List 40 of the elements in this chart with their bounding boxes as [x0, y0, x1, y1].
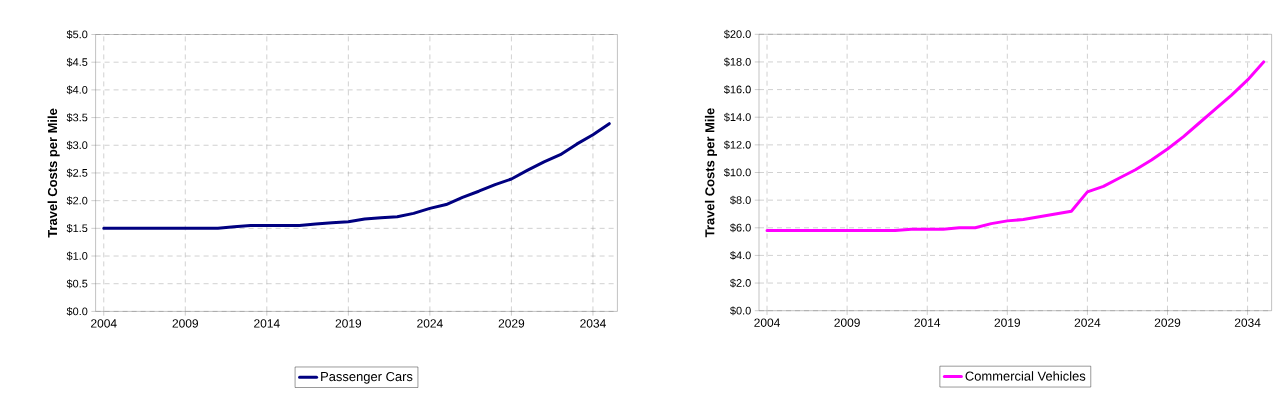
- y-tick-label: $2.5: [66, 168, 88, 178]
- y-tick-label: $4.0: [66, 85, 88, 95]
- y-tick-label: $14.0: [723, 112, 751, 122]
- x-tick-label: 2034: [1234, 318, 1261, 327]
- y-tick-label: $20.0: [723, 29, 751, 39]
- y-tick-label: $0.0: [730, 306, 751, 316]
- y-tick-label: $3.5: [66, 113, 88, 123]
- x-tick-label: 2014: [914, 318, 941, 327]
- x-tick-label: 2014: [254, 319, 280, 328]
- y-tick-label: $4.0: [730, 250, 751, 260]
- x-tick-label: 2034: [580, 319, 606, 328]
- x-tick-label: 2024: [1074, 318, 1101, 327]
- y-tick-label: $2.0: [66, 196, 88, 206]
- y-tick-label: $3.0: [66, 140, 88, 150]
- x-tick-label: 2029: [498, 319, 525, 328]
- x-tick-label: 2004: [91, 319, 117, 328]
- x-tick-label: 2009: [834, 318, 860, 327]
- legend-label: Passenger Cars: [321, 371, 413, 384]
- y-tick-label: $16.0: [723, 85, 751, 95]
- y-tick-label: $0.5: [66, 279, 88, 289]
- y-tick-label: $2.0: [730, 278, 751, 288]
- y-tick-label: $18.0: [723, 57, 751, 67]
- y-axis-title: Travel Costs per Mile: [704, 108, 717, 238]
- y-tick-label: $1.5: [66, 223, 88, 233]
- y-tick-label: $1.0: [66, 251, 88, 261]
- legend-label: Commercial Vehicles: [965, 371, 1086, 381]
- x-tick-label: 2004: [754, 318, 780, 327]
- y-tick-label: $12.0: [723, 140, 751, 150]
- y-tick-label: $10.0: [723, 168, 751, 177]
- x-tick-label: 2009: [172, 319, 199, 328]
- x-tick-label: 2019: [994, 318, 1021, 327]
- x-tick-label: 2029: [1154, 318, 1181, 327]
- x-tick-label: 2019: [335, 319, 362, 328]
- y-tick-label: $4.5: [66, 57, 88, 67]
- y-tick-label: $0.0: [66, 306, 88, 316]
- x-tick-label: 2024: [417, 319, 443, 328]
- y-tick-label: $5.0: [66, 30, 88, 39]
- y-tick-label: $6.0: [730, 223, 751, 233]
- y-tick-label: $8.0: [730, 195, 751, 205]
- y-axis-title: Travel Costs per Mile: [47, 108, 60, 238]
